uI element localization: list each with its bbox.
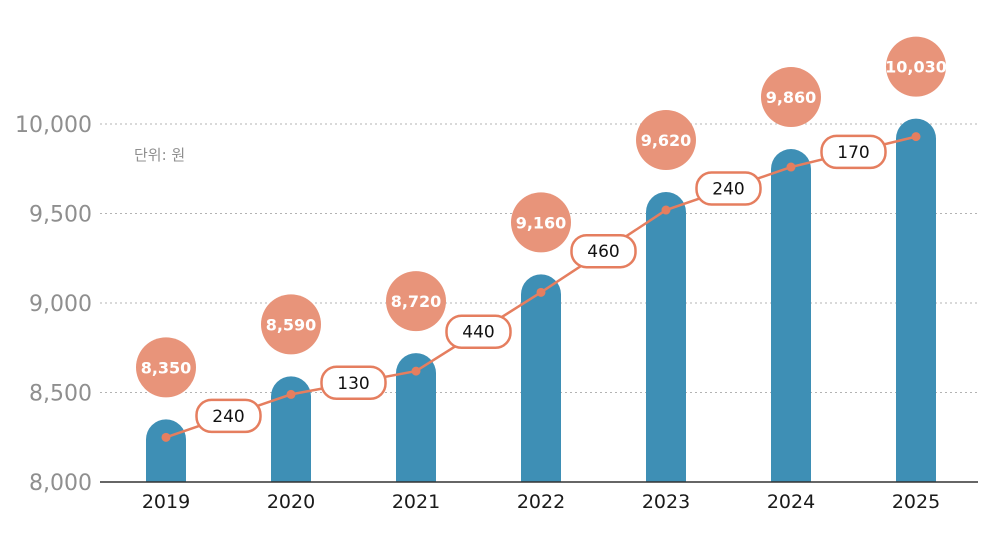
value-bubble bbox=[886, 36, 946, 97]
y-tick-label: 9,500 bbox=[29, 203, 92, 228]
bar bbox=[771, 149, 811, 482]
value-bubble bbox=[761, 67, 821, 128]
value-bubble bbox=[636, 110, 696, 171]
value-label: 10,030 bbox=[885, 58, 947, 77]
increase-label: 170 bbox=[837, 143, 869, 163]
y-tick-label: 8,000 bbox=[29, 471, 92, 496]
trend-line bbox=[161, 132, 921, 442]
increase-label: 130 bbox=[337, 374, 369, 394]
bars bbox=[146, 118, 936, 482]
x-tick-label: 2019 bbox=[142, 491, 190, 513]
increase-label-box bbox=[320, 365, 387, 401]
trend-point bbox=[536, 287, 546, 297]
bar bbox=[521, 274, 561, 482]
value-bubble bbox=[136, 337, 196, 398]
trend-point bbox=[786, 162, 796, 172]
bar bbox=[896, 118, 936, 482]
y-tick-label: 8,500 bbox=[29, 382, 92, 407]
value-label: 8,720 bbox=[391, 292, 442, 311]
value-label: 8,350 bbox=[141, 358, 192, 377]
y-tick-label: 10,000 bbox=[15, 113, 92, 138]
x-axis-ticks: 2019 2020 2021 2022 2023 2024 2025 bbox=[142, 491, 940, 513]
trend-point bbox=[411, 366, 421, 376]
x-tick-label: 2022 bbox=[517, 491, 565, 513]
value-label: 9,160 bbox=[516, 213, 567, 232]
bar bbox=[646, 192, 686, 482]
value-bubble bbox=[386, 271, 446, 332]
x-tick-label: 2023 bbox=[642, 491, 690, 513]
value-bubble bbox=[261, 294, 321, 355]
y-tick-label: 9,000 bbox=[29, 292, 92, 317]
unit-note: 단위: 원 bbox=[134, 146, 185, 164]
increase-label: 240 bbox=[212, 407, 244, 427]
value-bubble bbox=[511, 192, 571, 253]
trend-point bbox=[161, 432, 171, 442]
x-tick-label: 2020 bbox=[267, 491, 315, 513]
increase-label-box bbox=[195, 398, 262, 434]
bar bbox=[271, 376, 311, 482]
increase-label-box bbox=[695, 171, 762, 206]
x-tick-label: 2025 bbox=[892, 491, 940, 513]
trend-point bbox=[911, 132, 921, 142]
increase-label: 240 bbox=[712, 180, 744, 200]
increase-label: 460 bbox=[587, 242, 619, 262]
trend-point bbox=[661, 205, 671, 215]
y-axis-ticks: 8,000 8,500 9,000 9,500 10,000 bbox=[15, 113, 92, 496]
trend-point bbox=[286, 389, 296, 399]
bar bbox=[146, 419, 186, 482]
value-label: 9,860 bbox=[766, 88, 817, 107]
gridlines bbox=[100, 123, 978, 393]
value-label: 9,620 bbox=[641, 131, 692, 150]
increase-labels: 240 130 440 460 240 170 bbox=[195, 134, 887, 434]
x-tick-label: 2021 bbox=[392, 491, 440, 513]
x-tick-label: 2024 bbox=[767, 491, 815, 513]
value-label: 8,590 bbox=[266, 315, 317, 334]
increase-label-box bbox=[820, 134, 887, 170]
value-bubbles: 8,350 8,590 8,720 9,160 9,620 9,860 10,030 bbox=[136, 36, 947, 398]
increase-label-box bbox=[570, 233, 637, 269]
bar bbox=[396, 353, 436, 482]
increase-label: 440 bbox=[462, 323, 494, 343]
increase-label-box bbox=[445, 314, 512, 349]
